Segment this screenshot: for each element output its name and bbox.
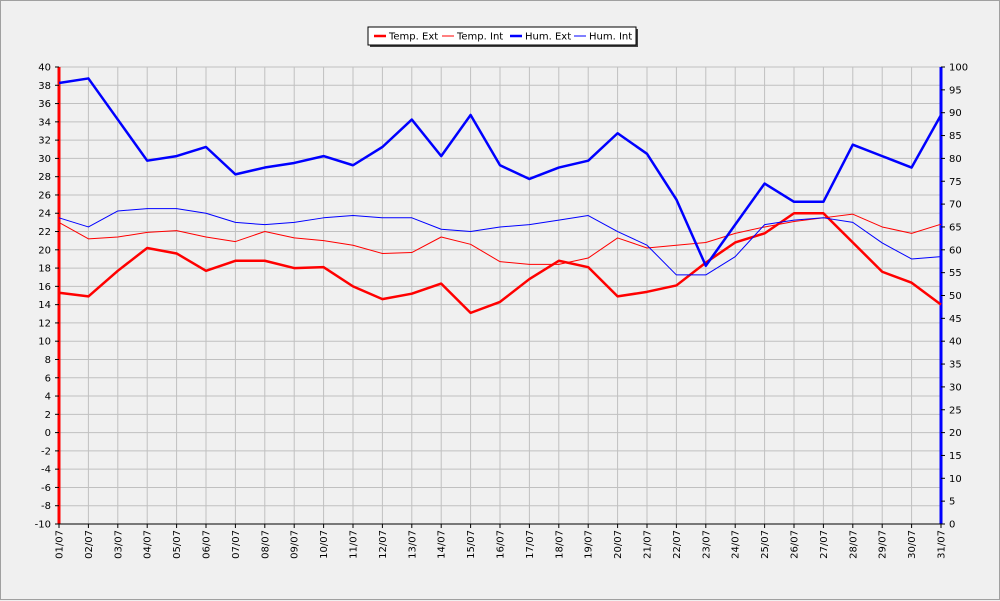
left-tick-label: -8 (41, 501, 51, 512)
right-tick-label: 75 (949, 177, 962, 188)
left-tick-label: 24 (38, 209, 51, 220)
left-tick-label: 2 (45, 410, 51, 421)
left-tick-label: 16 (38, 282, 51, 293)
x-tick-label: 08/07 (260, 530, 271, 559)
x-tick-label: 05/07 (172, 530, 183, 559)
left-tick-label: 38 (38, 81, 51, 92)
x-tick-label: 30/07 (907, 530, 918, 559)
right-tick-label: 40 (949, 337, 962, 348)
legend-label: Temp. Int (456, 32, 503, 43)
x-tick-label: 23/07 (701, 530, 712, 559)
left-tick-label: 32 (38, 136, 51, 147)
left-tick-label: 20 (38, 245, 51, 256)
right-tick-label: 5 (949, 497, 955, 508)
x-tick-label: 12/07 (378, 530, 389, 559)
tick-labels: -10-8-6-4-202468101214161820222426283032… (35, 63, 968, 559)
left-tick-label: -4 (41, 465, 51, 476)
right-tick-label: 65 (949, 222, 962, 233)
left-tick-label: 6 (45, 373, 51, 384)
right-tick-label: 100 (949, 63, 968, 74)
right-tick-label: 60 (949, 245, 962, 256)
x-tick-label: 16/07 (496, 530, 507, 559)
x-tick-label: 26/07 (790, 530, 801, 559)
x-tick-label: 07/07 (231, 530, 242, 559)
left-tick-label: 18 (38, 264, 51, 275)
left-tick-label: 22 (38, 227, 51, 238)
left-tick-label: -10 (35, 520, 51, 531)
x-tick-label: 24/07 (731, 530, 742, 559)
left-tick-label: 8 (45, 355, 51, 366)
right-tick-label: 55 (949, 268, 962, 279)
left-tick-label: -6 (41, 483, 51, 494)
x-tick-label: 15/07 (466, 530, 477, 559)
x-tick-label: 02/07 (84, 530, 95, 559)
x-tick-label: 29/07 (878, 530, 889, 559)
x-tick-label: 22/07 (672, 530, 683, 559)
series-line-temp-int (58, 213, 942, 265)
x-tick-label: 21/07 (643, 530, 654, 559)
x-tick-label: 04/07 (143, 530, 154, 559)
x-tick-label: 19/07 (584, 530, 595, 559)
x-tick-label: 28/07 (848, 530, 859, 559)
left-tick-label: 10 (38, 337, 51, 348)
x-tick-label: 20/07 (613, 530, 624, 559)
left-tick-label: -2 (41, 446, 51, 457)
x-tick-label: 03/07 (113, 530, 124, 559)
left-tick-label: 36 (38, 99, 51, 110)
x-tick-label: 27/07 (819, 530, 830, 559)
x-tick-label: 10/07 (319, 530, 330, 559)
left-tick-label: 0 (45, 428, 51, 439)
legend-box (367, 26, 637, 46)
right-tick-label: 20 (949, 428, 962, 439)
right-tick-label: 85 (949, 131, 962, 142)
legend-label: Hum. Ext (525, 32, 571, 43)
right-tick-label: 0 (949, 520, 955, 531)
left-tick-label: 34 (38, 117, 51, 128)
right-tick-label: 80 (949, 154, 962, 165)
x-tick-label: 18/07 (554, 530, 565, 559)
left-tick-label: 28 (38, 172, 51, 183)
right-tick-label: 70 (949, 200, 962, 211)
left-tick-label: 4 (45, 392, 51, 403)
right-tick-label: 90 (949, 108, 962, 119)
x-tick-label: 31/07 (937, 530, 948, 559)
series-line-hum-ext (58, 77, 943, 268)
x-tick-label: 11/07 (349, 530, 360, 559)
x-tick-label: 17/07 (525, 530, 536, 559)
series-lines (58, 77, 943, 315)
x-tick-label: 09/07 (290, 530, 301, 559)
right-tick-label: 15 (949, 451, 962, 462)
left-tick-label: 14 (38, 300, 51, 311)
right-tick-label: 35 (949, 360, 962, 371)
legend-label: Hum. Int (589, 32, 632, 43)
series-line-temp-ext (58, 211, 942, 315)
left-tick-label: 30 (38, 154, 51, 165)
x-tick-label: 14/07 (437, 530, 448, 559)
right-tick-label: 50 (949, 291, 962, 302)
right-tick-label: 10 (949, 474, 962, 485)
left-tick-label: 26 (38, 190, 51, 201)
legend-label: Temp. Ext (388, 32, 438, 43)
x-tick-label: 25/07 (760, 530, 771, 559)
x-tick-label: 13/07 (407, 530, 418, 559)
x-tick-label: 01/07 (55, 530, 66, 559)
legend: Temp. Ext Temp. Int Hum. Ext Hum. Int (367, 26, 638, 47)
series-line-hum-int (58, 208, 942, 276)
right-tick-label: 30 (949, 382, 962, 393)
left-tick-label: 12 (38, 318, 51, 329)
left-tick-label: 40 (38, 63, 51, 74)
right-tick-label: 95 (949, 85, 962, 96)
grid-lines (58, 66, 942, 525)
x-tick-label: 06/07 (202, 530, 213, 559)
right-tick-label: 45 (949, 314, 962, 325)
right-tick-label: 25 (949, 405, 962, 416)
